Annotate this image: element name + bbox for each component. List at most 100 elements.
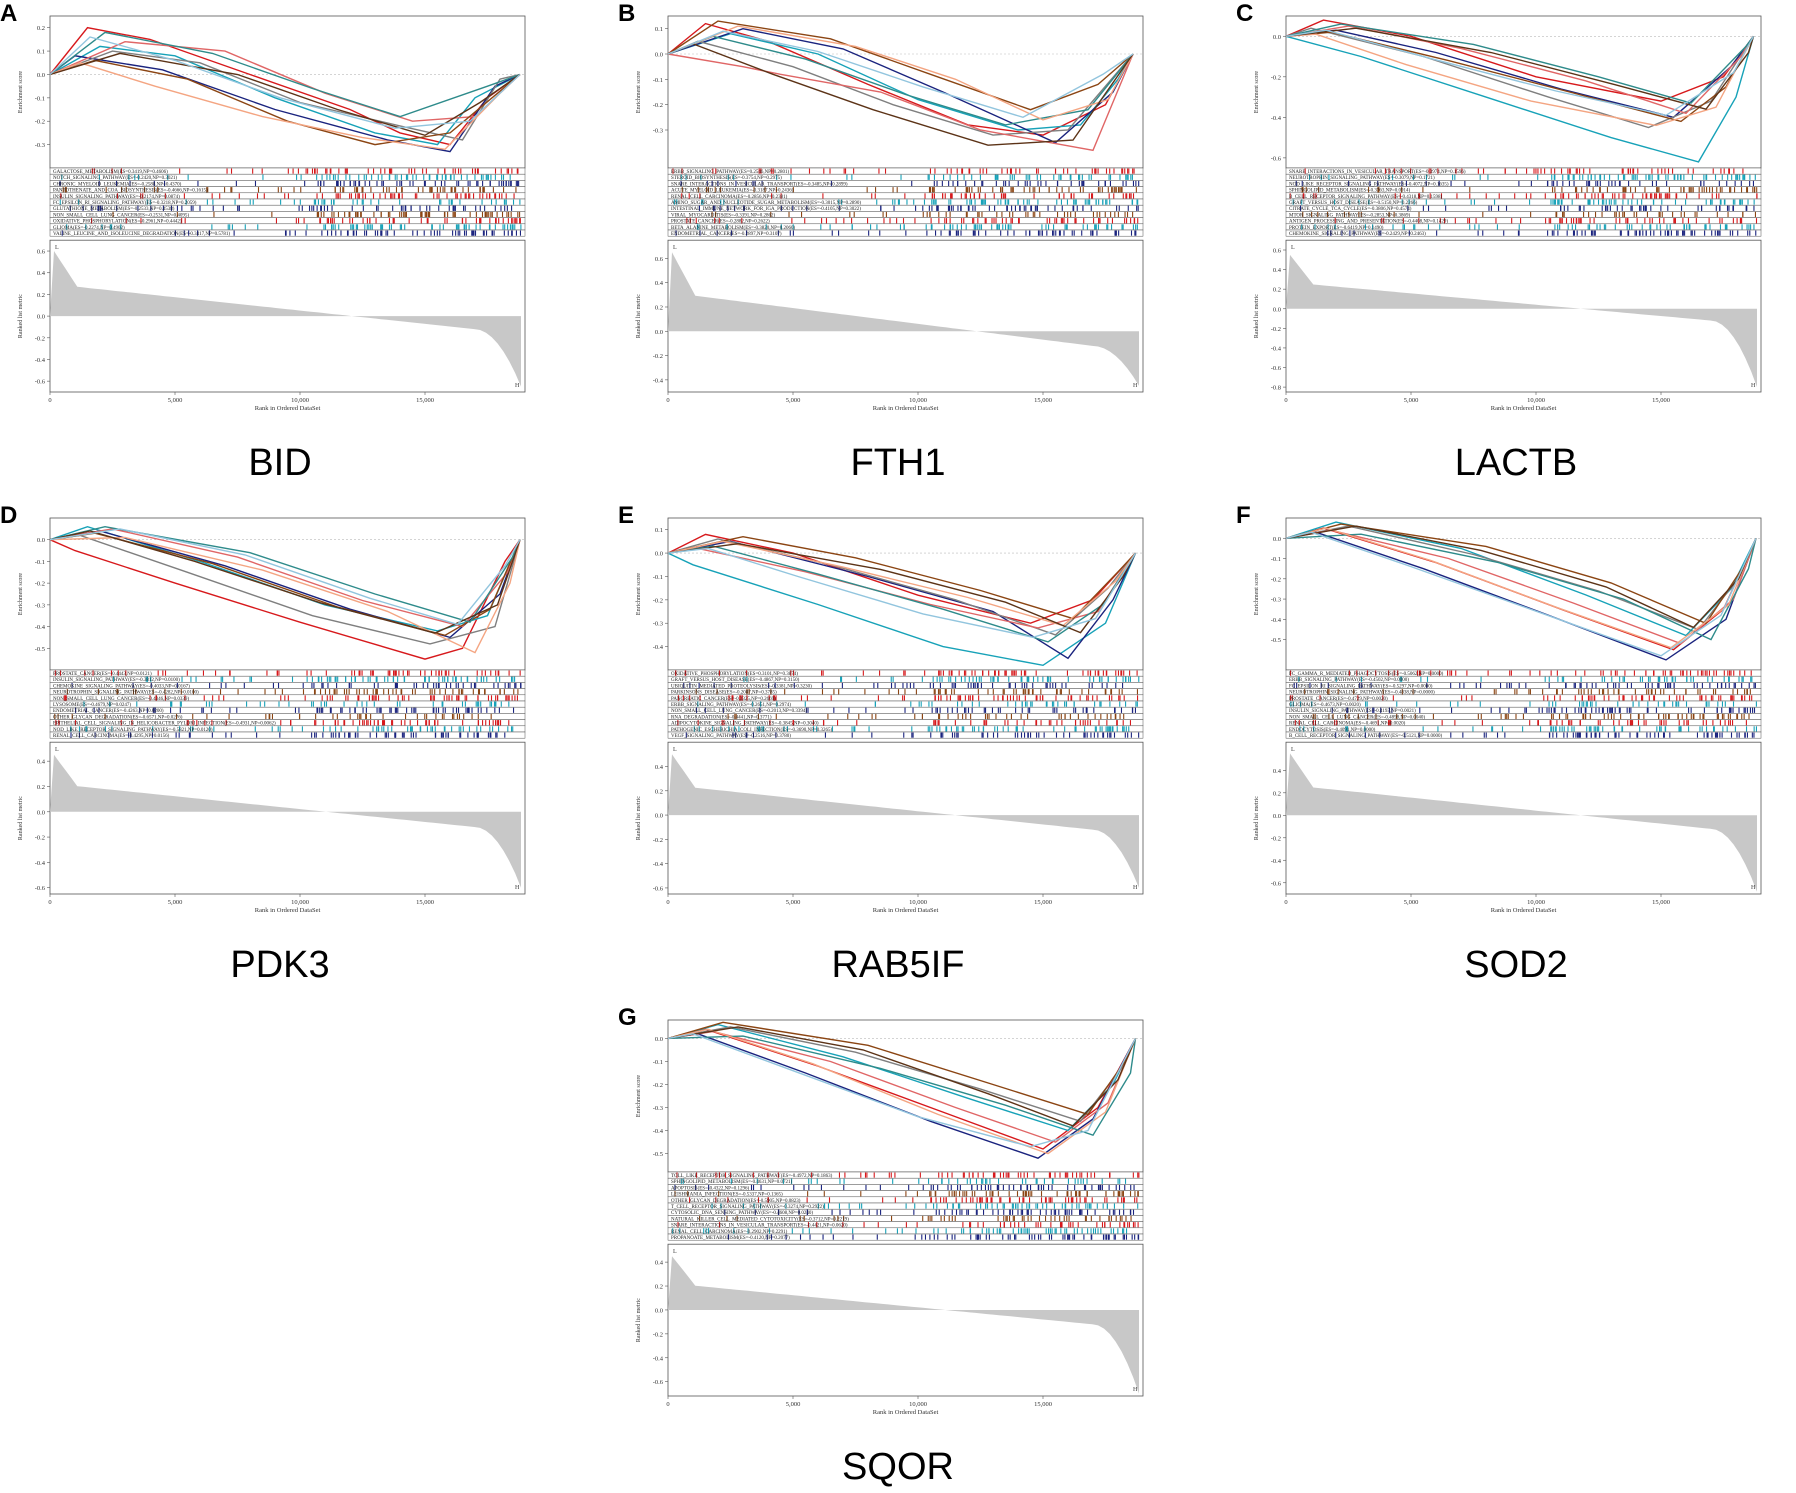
es-tick-label: -0.4 <box>1271 115 1282 122</box>
rank-ylabel: Ranked list metric <box>1254 796 1260 840</box>
es-tick-label: 0.0 <box>37 537 45 544</box>
es-ylabel: Enrichment score <box>636 71 642 113</box>
pathway-label: ENDOCYTOSIS(ES=-0.4091,NP=0.0000) <box>1289 728 1376 733</box>
pathway-label: INSULIN_SIGNALING_PATHWAY(ES=-0.2174,NP=… <box>53 195 180 200</box>
es-tick-label: -0.2 <box>653 597 663 604</box>
es-curve <box>667 542 1137 634</box>
es-curve <box>667 30 1134 119</box>
rank-tick-label: -0.4 <box>35 860 46 867</box>
pathway-label: PROSTATE_CANCER(ES=-0.2882,NP=0.2622) <box>671 220 770 225</box>
rank-plot-frame <box>667 741 1144 895</box>
pathway-label: RENAL_CELL_CARCINOMA(ES=-0.4691,NP=0.002… <box>1289 722 1406 727</box>
pathway-label: CHEMOKINE_SIGNALING_PATHWAY(ES=-0.2429,N… <box>1289 232 1426 237</box>
ranked-metric-area <box>668 252 1139 386</box>
rank-tick-label: 0.2 <box>1273 790 1281 797</box>
es-ylabel: Enrichment score <box>1254 71 1260 113</box>
rank-tick-label: -0.4 <box>653 377 664 384</box>
pathway-label: NEUROTROPHIN_SIGNALING_PATHWAY(ES=-0.428… <box>53 691 199 696</box>
es-curve <box>667 552 1137 667</box>
es-curve <box>49 50 521 141</box>
es-curve <box>1285 533 1757 641</box>
es-tick-label: -0.1 <box>35 559 45 566</box>
x-tick-label: 15,000 <box>1034 397 1052 404</box>
x-axis-label: Rank in Ordered DataSet <box>873 907 939 914</box>
rank-tick-label: 0.0 <box>1273 306 1281 313</box>
pathway-label: VALINE_LEUCINE_AND_ISOLEUCINE_DEGRADATIO… <box>53 232 230 237</box>
pathway-label: PANTOTHENATE_AND_COA_BIOSYNTHESIS(ES=-0.… <box>53 189 208 194</box>
es-tick-label: 0.0 <box>655 1036 663 1043</box>
es-curve <box>1285 27 1755 129</box>
pathway-label: RENAL_CELL_CARCINOMA(ES=-0.4295,NP=0.015… <box>53 734 170 739</box>
rank-tick-label: 0.6 <box>655 256 664 263</box>
rank-tick-label: -0.6 <box>1271 365 1282 372</box>
pathway-label: GLUTATHIONE_METABOLISM(ES=-0.2533,NP=0.4… <box>53 207 175 212</box>
gene-label: PDK3 <box>230 944 330 986</box>
hit-band <box>667 1233 1144 1241</box>
pathway-label: NON_SMALL_CELL_LUNG_CANCER(ES=-0.2013,NP… <box>671 709 807 714</box>
rank-tick-label: -0.6 <box>35 885 46 892</box>
x-tick-label: 5,000 <box>1404 397 1419 404</box>
es-curve <box>667 53 1134 152</box>
es-curve <box>1285 25 1755 115</box>
panel-letter: F <box>1236 502 1251 529</box>
es-ylabel: Enrichment score <box>1254 573 1260 615</box>
x-axis-label: Rank in Ordered DataSet <box>1491 907 1557 914</box>
high-label: H <box>515 383 520 389</box>
hit-band <box>49 731 526 739</box>
pathway-label: LEISHMANIA_INFECTION(ES=-0.5337,NP=0.136… <box>671 1193 783 1198</box>
x-tick-label: 5,000 <box>168 899 183 906</box>
rank-tick-label: 0.6 <box>37 249 46 256</box>
pathway-label: ENDOMETRIAL_CANCER(ES=-0.2897,NP=0.3107) <box>671 232 782 237</box>
x-axis-label: Rank in Ordered DataSet <box>873 405 939 412</box>
es-curve <box>1285 29 1755 117</box>
pathway-label: GALACTOSE_METABOLISM(ES=0.3419,NP=0.4606… <box>53 170 168 175</box>
gsea-plot: 0.0 -0.2 -0.4 -0.6 Enrichment score SNARE_INT… <box>1254 15 1762 412</box>
high-label: H <box>1751 383 1756 389</box>
rank-tick-label: -0.6 <box>1271 880 1282 887</box>
es-plot-frame <box>49 517 526 671</box>
pathway-label: ENDOMETRIAL_CANCER(ES=-0.4263,NP=0.0200) <box>53 709 164 714</box>
pathway-label: INSULIN_SIGNALING_PATHWAY(ES=-0.3812,NP=… <box>53 678 180 683</box>
pathway-label: SPHINGOLIPID_METABOLISM(ES=-0.4631,NP=0.… <box>671 1180 793 1185</box>
panel-e: E RAB5IF 0.1 0.0 -0.1 -0.2 -0.3 -0.4 Enrichment … <box>618 502 1178 986</box>
pathway-label: NOD_LIKE_RECEPTOR_SIGNALING_PATHWAY(ES=-… <box>1289 182 1449 187</box>
rank-tick-label: 0.0 <box>1273 813 1281 820</box>
es-curve <box>49 536 521 654</box>
rank-tick-label: -0.6 <box>653 885 664 892</box>
pathway-label: T_CELL_RECEPTOR_SIGNALING_PATHWAY(ES=-0.… <box>671 1205 824 1210</box>
x-tick-label: 0 <box>48 397 51 404</box>
pathway-label: PROTEIN_EXPORT(ES=-0.6419,NP=0.1490) <box>1289 226 1384 231</box>
es-tick-label: -0.3 <box>653 1105 663 1112</box>
high-label: H <box>1133 885 1138 891</box>
high-label: H <box>515 885 520 891</box>
rank-tick-label: -0.4 <box>653 861 664 868</box>
x-tick-label: 5,000 <box>168 397 183 404</box>
rank-tick-label: 0.0 <box>37 314 45 321</box>
gsea-plot: 0.1 0.0 -0.1 -0.2 -0.3 Enrichment score ERBB_S… <box>636 15 1144 412</box>
es-ylabel: Enrichment score <box>18 573 24 615</box>
gene-label: RAB5IF <box>831 944 965 986</box>
low-label: L <box>1291 245 1295 251</box>
rank-tick-label: -0.2 <box>35 835 45 842</box>
es-tick-label: -0.3 <box>35 602 45 609</box>
es-curve <box>667 1033 1137 1148</box>
x-tick-label: 15,000 <box>1034 899 1052 906</box>
hit-band <box>1285 731 1762 739</box>
panel-letter: G <box>618 1004 637 1031</box>
es-curve <box>667 540 1137 627</box>
es-tick-label: 0.1 <box>655 527 663 534</box>
pathway-label: SNARE_INTERACTIONS_IN_VESICULAR_TRANSPOR… <box>1289 170 1466 175</box>
es-curve <box>667 1028 1137 1155</box>
es-tick-label: -0.3 <box>1271 597 1281 604</box>
es-curve <box>1285 525 1757 629</box>
rank-tick-label: 0.2 <box>37 292 45 299</box>
rank-tick-label: 0.0 <box>655 813 663 820</box>
rank-tick-label: -0.4 <box>35 357 46 364</box>
ranked-metric-area <box>668 754 1139 888</box>
ranked-metric-area <box>50 754 521 888</box>
pathway-label: B_CELL_RECEPTOR_SIGNALING_PATHWAY(ES=-0.… <box>1289 734 1442 739</box>
panel-letter: D <box>0 502 18 529</box>
pathway-label: APOPTOSIS(ES=-0.4322,NP=0.1296) <box>671 1186 750 1191</box>
es-tick-label: -0.1 <box>35 95 45 102</box>
x-tick-label: 10,000 <box>1527 397 1545 404</box>
